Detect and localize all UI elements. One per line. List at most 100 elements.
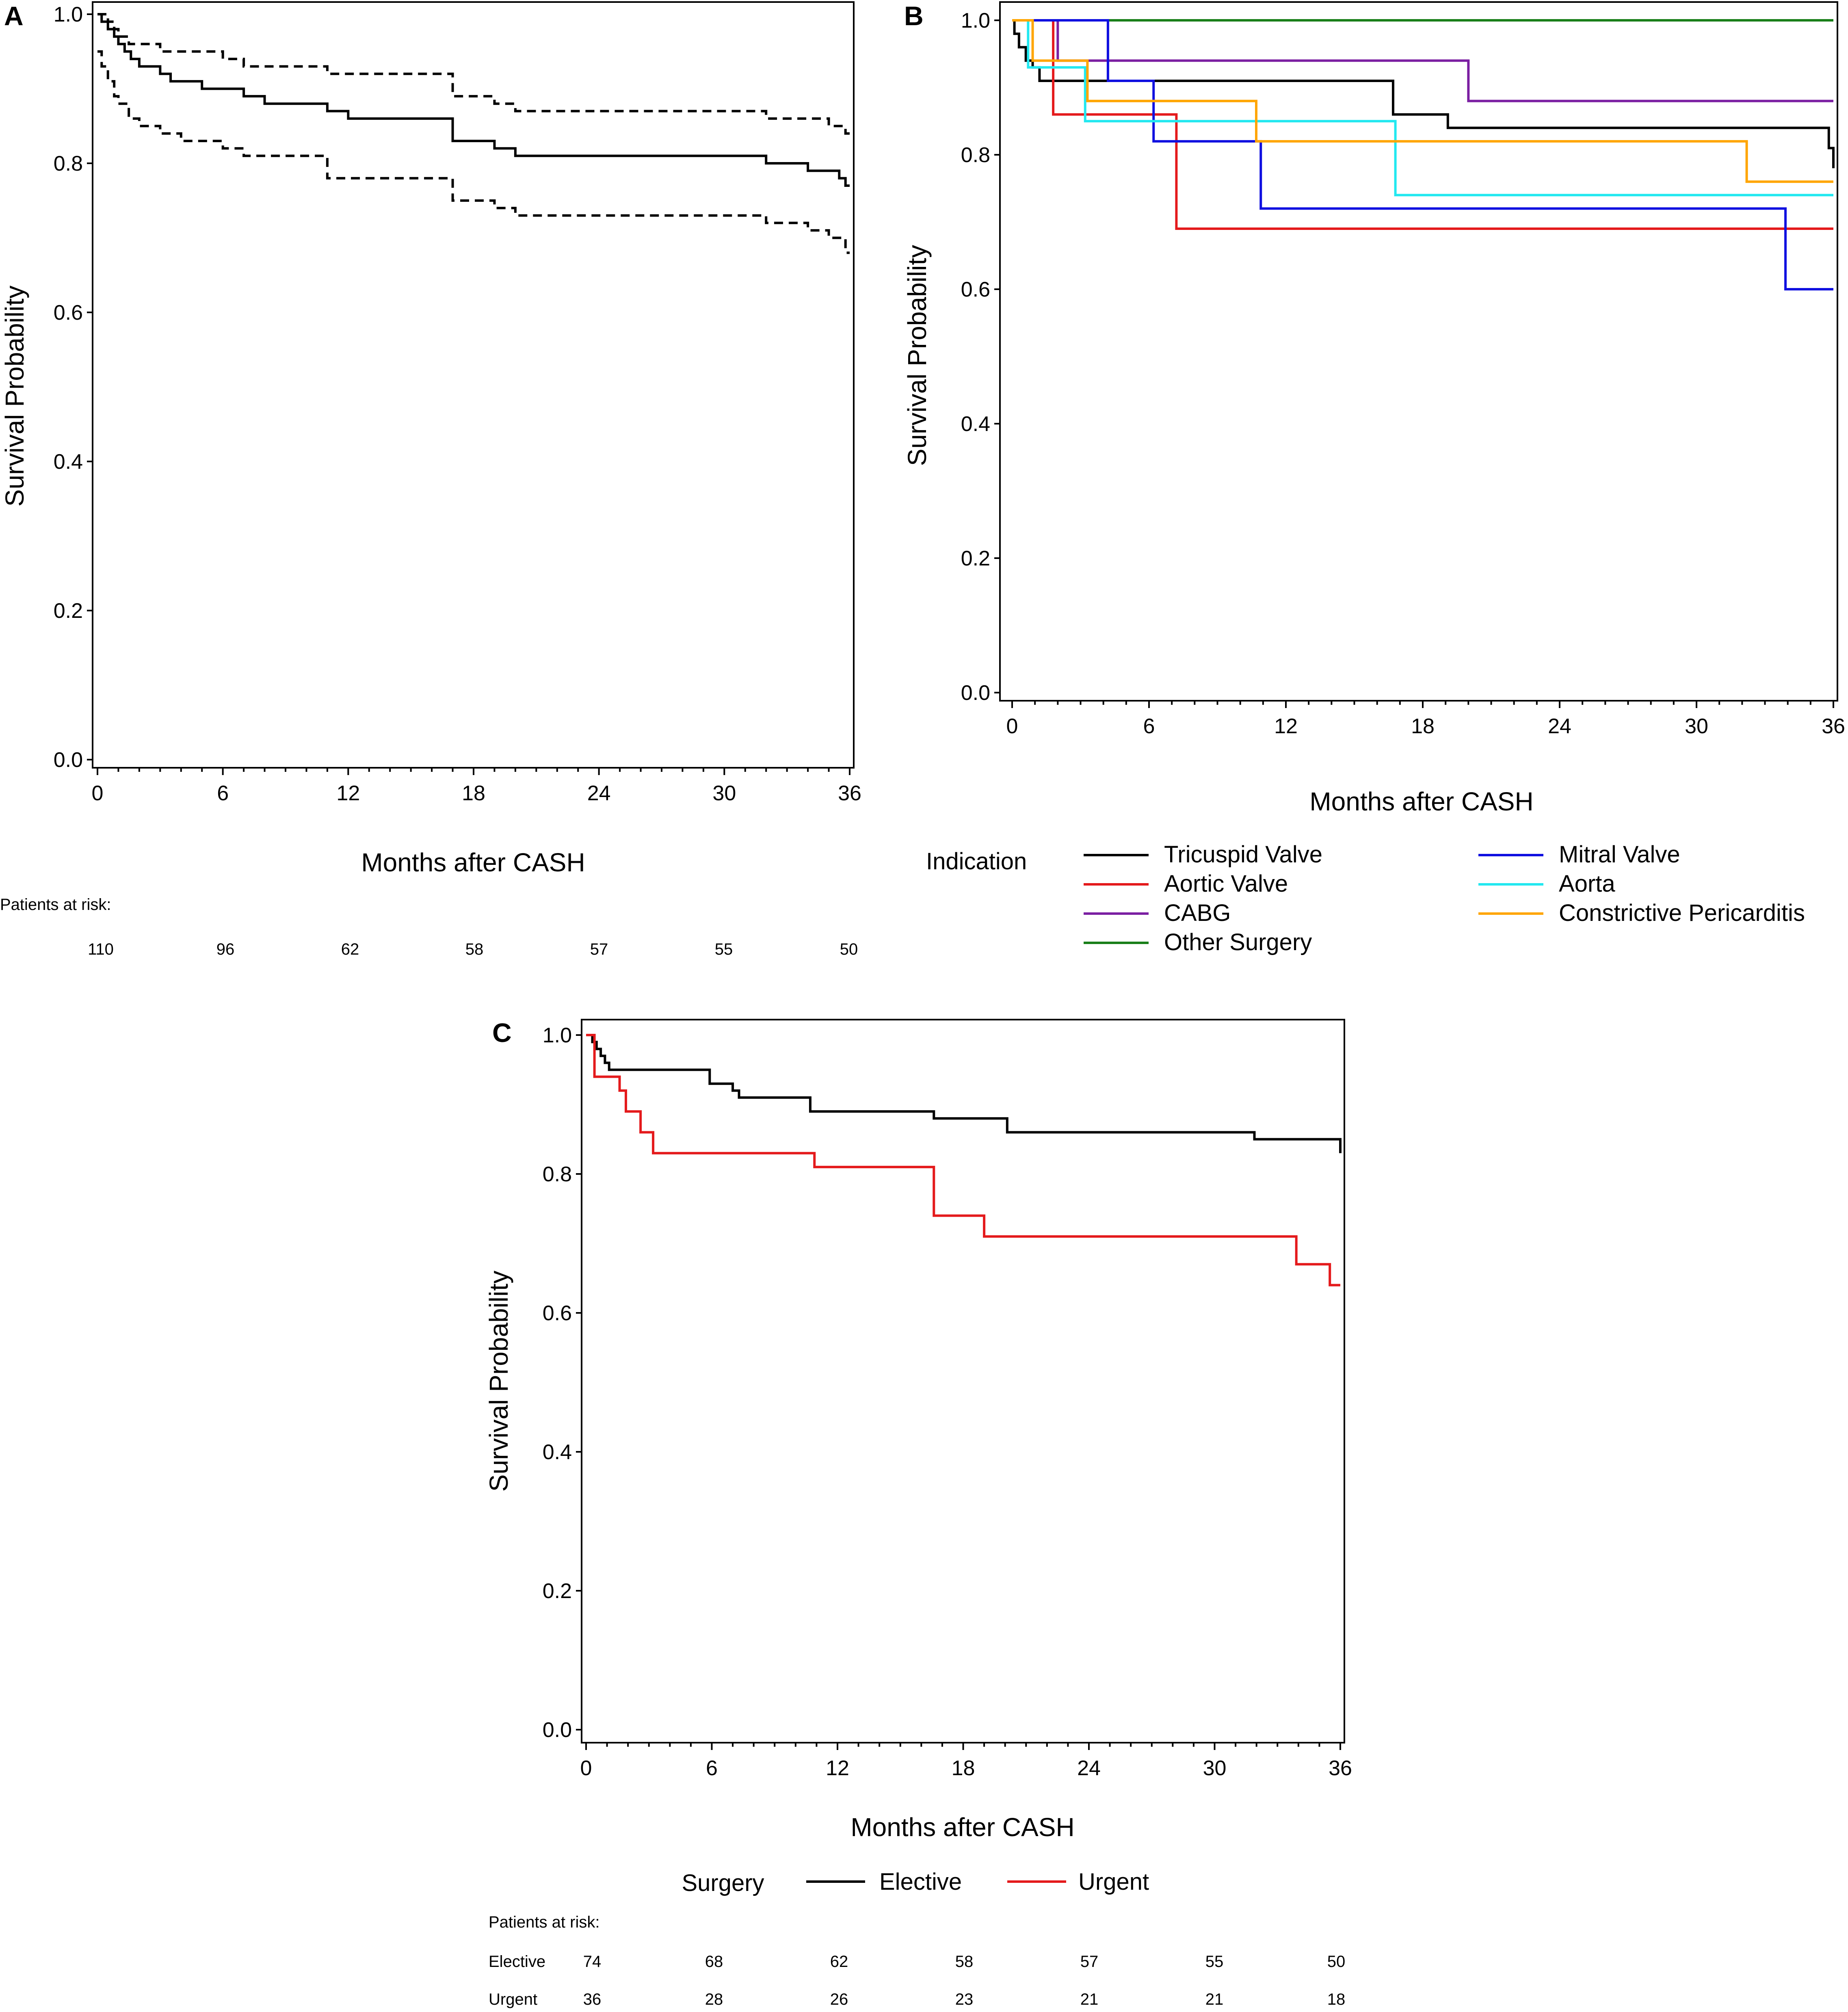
panel-b-letter: B	[904, 1, 924, 31]
at-risk-count: 18	[1327, 1990, 1346, 2008]
panel-a-at-risk-row: 110 96 62 58 57 55 50	[88, 940, 858, 958]
panel-c-y-tick-label: 1.0	[543, 1024, 572, 1047]
panel-b-x-tick-label: 0	[1006, 715, 1018, 738]
at-risk-group-label: Urgent	[489, 1990, 537, 2008]
series-line-aorta	[1012, 19, 1833, 197]
legend-label-urgent: Urgent	[1078, 1869, 1149, 1895]
legend-label-mitral-valve: Mitral Valve	[1559, 841, 1680, 868]
panel-c-plot-lines	[586, 1034, 1342, 1286]
at-risk-count: 110	[88, 940, 114, 958]
panel-c-x-tick-label: 18	[952, 1756, 975, 1780]
panel-c-x-tick-label: 24	[1077, 1756, 1101, 1780]
series-line-cabg	[1012, 19, 1833, 102]
panel-b-y-tick-label: 0.6	[961, 278, 990, 301]
panel-a-frame	[92, 1, 855, 769]
panel-a-x-axis: 0 6 12 18 24 30 36	[92, 768, 861, 805]
panel-a-x-tick-label: 18	[462, 782, 485, 805]
panel-b-x-tick-label: 30	[1685, 715, 1708, 738]
panel-c-legend: Elective Urgent	[806, 1869, 1149, 1895]
panel-c-x-axis-title: Months after CASH	[850, 1813, 1074, 1842]
panel-c-y-axis: 0.0 0.2 0.4 0.6 0.8 1.0	[543, 1024, 582, 1742]
legend-label-other-surgery: Other Surgery	[1164, 929, 1312, 955]
at-risk-count: 26	[830, 1990, 848, 2008]
panel-c-legend-title: Surgery	[682, 1870, 764, 1896]
panel-b: B 0.0 0.2 0.4 0.6 0.8 1.0 0 6 12 18 24 30 36 Surviv…	[902, 1, 1845, 955]
series-line-constrictive-pericarditis	[1012, 19, 1833, 183]
panel-c-patients-at-risk-label: Patients at risk:	[489, 1913, 599, 1931]
at-risk-count: 21	[1080, 1990, 1099, 2008]
panel-b-y-tick-label: 0.4	[961, 412, 990, 436]
legend-label-aorta: Aorta	[1559, 871, 1615, 897]
panel-c-x-tick-label: 36	[1329, 1756, 1352, 1780]
panel-a-x-tick-label: 24	[587, 782, 611, 805]
panel-c-y-tick-label: 0.2	[543, 1579, 572, 1603]
panel-b-legend-title: Indication	[926, 848, 1027, 875]
at-risk-count: 55	[1205, 1953, 1224, 1971]
at-risk-count: 58	[465, 940, 484, 958]
series-line-urgent	[586, 1034, 1340, 1286]
panel-c-x-tick-label: 12	[826, 1756, 849, 1780]
at-risk-count: 58	[955, 1953, 974, 1971]
panel-b-x-tick-label: 36	[1822, 715, 1845, 738]
at-risk-count: 50	[1327, 1953, 1346, 1971]
panel-c-x-tick-label: 30	[1203, 1756, 1227, 1780]
panel-b-x-axis-title: Months after CASH	[1309, 787, 1533, 816]
legend-label-aortic-valve: Aortic Valve	[1164, 871, 1288, 897]
panel-c: C 0.0 0.2 0.4 0.6 0.8 1.0 0 6 12 18 24 30 36 Surviv…	[484, 1018, 1352, 2008]
panel-a: A 0.0 0.2 0.4 0.6 0.8 1.0 0 6 12 18 24 30 36 Surviv…	[0, 1, 861, 958]
panel-b-y-tick-label: 0.2	[961, 547, 990, 570]
panel-b-y-tick-label: 1.0	[961, 9, 990, 32]
panel-b-x-axis: 0 6 12 18 24 30 36	[1006, 701, 1845, 738]
panel-a-y-tick-label: 0.0	[54, 748, 83, 772]
series-line-tricuspid-valve	[1012, 19, 1835, 169]
at-risk-count: 57	[590, 940, 608, 958]
panel-b-x-tick-label: 12	[1274, 715, 1298, 738]
panel-c-y-axis-title: Survival Probability	[484, 1271, 513, 1492]
at-risk-count: 28	[705, 1990, 723, 2008]
at-risk-count: 57	[1080, 1953, 1099, 1971]
panel-a-x-tick-label: 30	[712, 782, 736, 805]
series-line-mitral-valve	[1012, 19, 1833, 290]
panel-b-y-tick-label: 0.0	[961, 681, 990, 705]
panel-a-patients-at-risk-label: Patients at risk:	[0, 896, 111, 914]
panel-a-y-tick-label: 0.4	[54, 450, 83, 474]
series-line-survival	[97, 13, 850, 187]
panel-b-y-axis: 0.0 0.2 0.4 0.6 0.8 1.0	[961, 9, 1000, 705]
panel-c-x-axis: 0 6 12 18 24 30 36	[580, 1743, 1352, 1780]
legend-label-constrictive-pericarditis: Constrictive Pericarditis	[1559, 900, 1805, 926]
series-line-elective	[586, 1034, 1342, 1153]
at-risk-count: 23	[955, 1990, 974, 2008]
at-risk-count: 62	[341, 940, 359, 958]
panel-c-y-tick-label: 0.0	[543, 1718, 572, 1742]
series-line-upper-95-ci	[97, 13, 850, 135]
panel-b-x-tick-label: 6	[1143, 715, 1155, 738]
panel-b-plot-lines	[1012, 19, 1835, 290]
at-risk-count: 36	[583, 1990, 602, 2008]
legend-label-cabg: CABG	[1164, 900, 1231, 926]
panel-c-frame	[581, 1019, 1345, 1743]
panel-a-x-axis-title: Months after CASH	[361, 848, 585, 877]
panel-b-x-tick-label: 18	[1411, 715, 1435, 738]
panel-c-at-risk-table: Elective 74 68 62 58 57 55 50 Urgent 36 28 26 23 21 21…	[489, 1953, 1345, 2008]
panel-b-y-axis-title: Survival Probability	[902, 245, 932, 466]
series-line-lower-95-ci	[97, 50, 850, 254]
panel-a-y-tick-label: 0.8	[54, 152, 83, 175]
panel-b-frame	[999, 1, 1838, 702]
panel-b-x-tick-label: 24	[1548, 715, 1571, 738]
panel-a-x-tick-label: 12	[336, 782, 360, 805]
panel-a-y-tick-label: 0.6	[54, 301, 83, 325]
series-line-aortic-valve	[1012, 19, 1833, 230]
at-risk-group-label: Elective	[489, 1953, 545, 1971]
panel-a-y-axis-title: Survival Probability	[0, 286, 29, 507]
panel-a-letter: A	[4, 1, 24, 31]
panel-a-y-axis: 0.0 0.2 0.4 0.6 0.8 1.0	[54, 3, 93, 772]
at-risk-count: 96	[216, 940, 235, 958]
legend-label-elective: Elective	[879, 1869, 962, 1895]
at-risk-count: 55	[715, 940, 733, 958]
panel-c-y-tick-label: 0.8	[543, 1163, 572, 1186]
panel-c-x-tick-label: 6	[706, 1756, 718, 1780]
panel-c-y-tick-label: 0.4	[543, 1440, 572, 1464]
panel-c-y-tick-label: 0.6	[543, 1302, 572, 1325]
panel-a-y-tick-label: 0.2	[54, 599, 83, 623]
